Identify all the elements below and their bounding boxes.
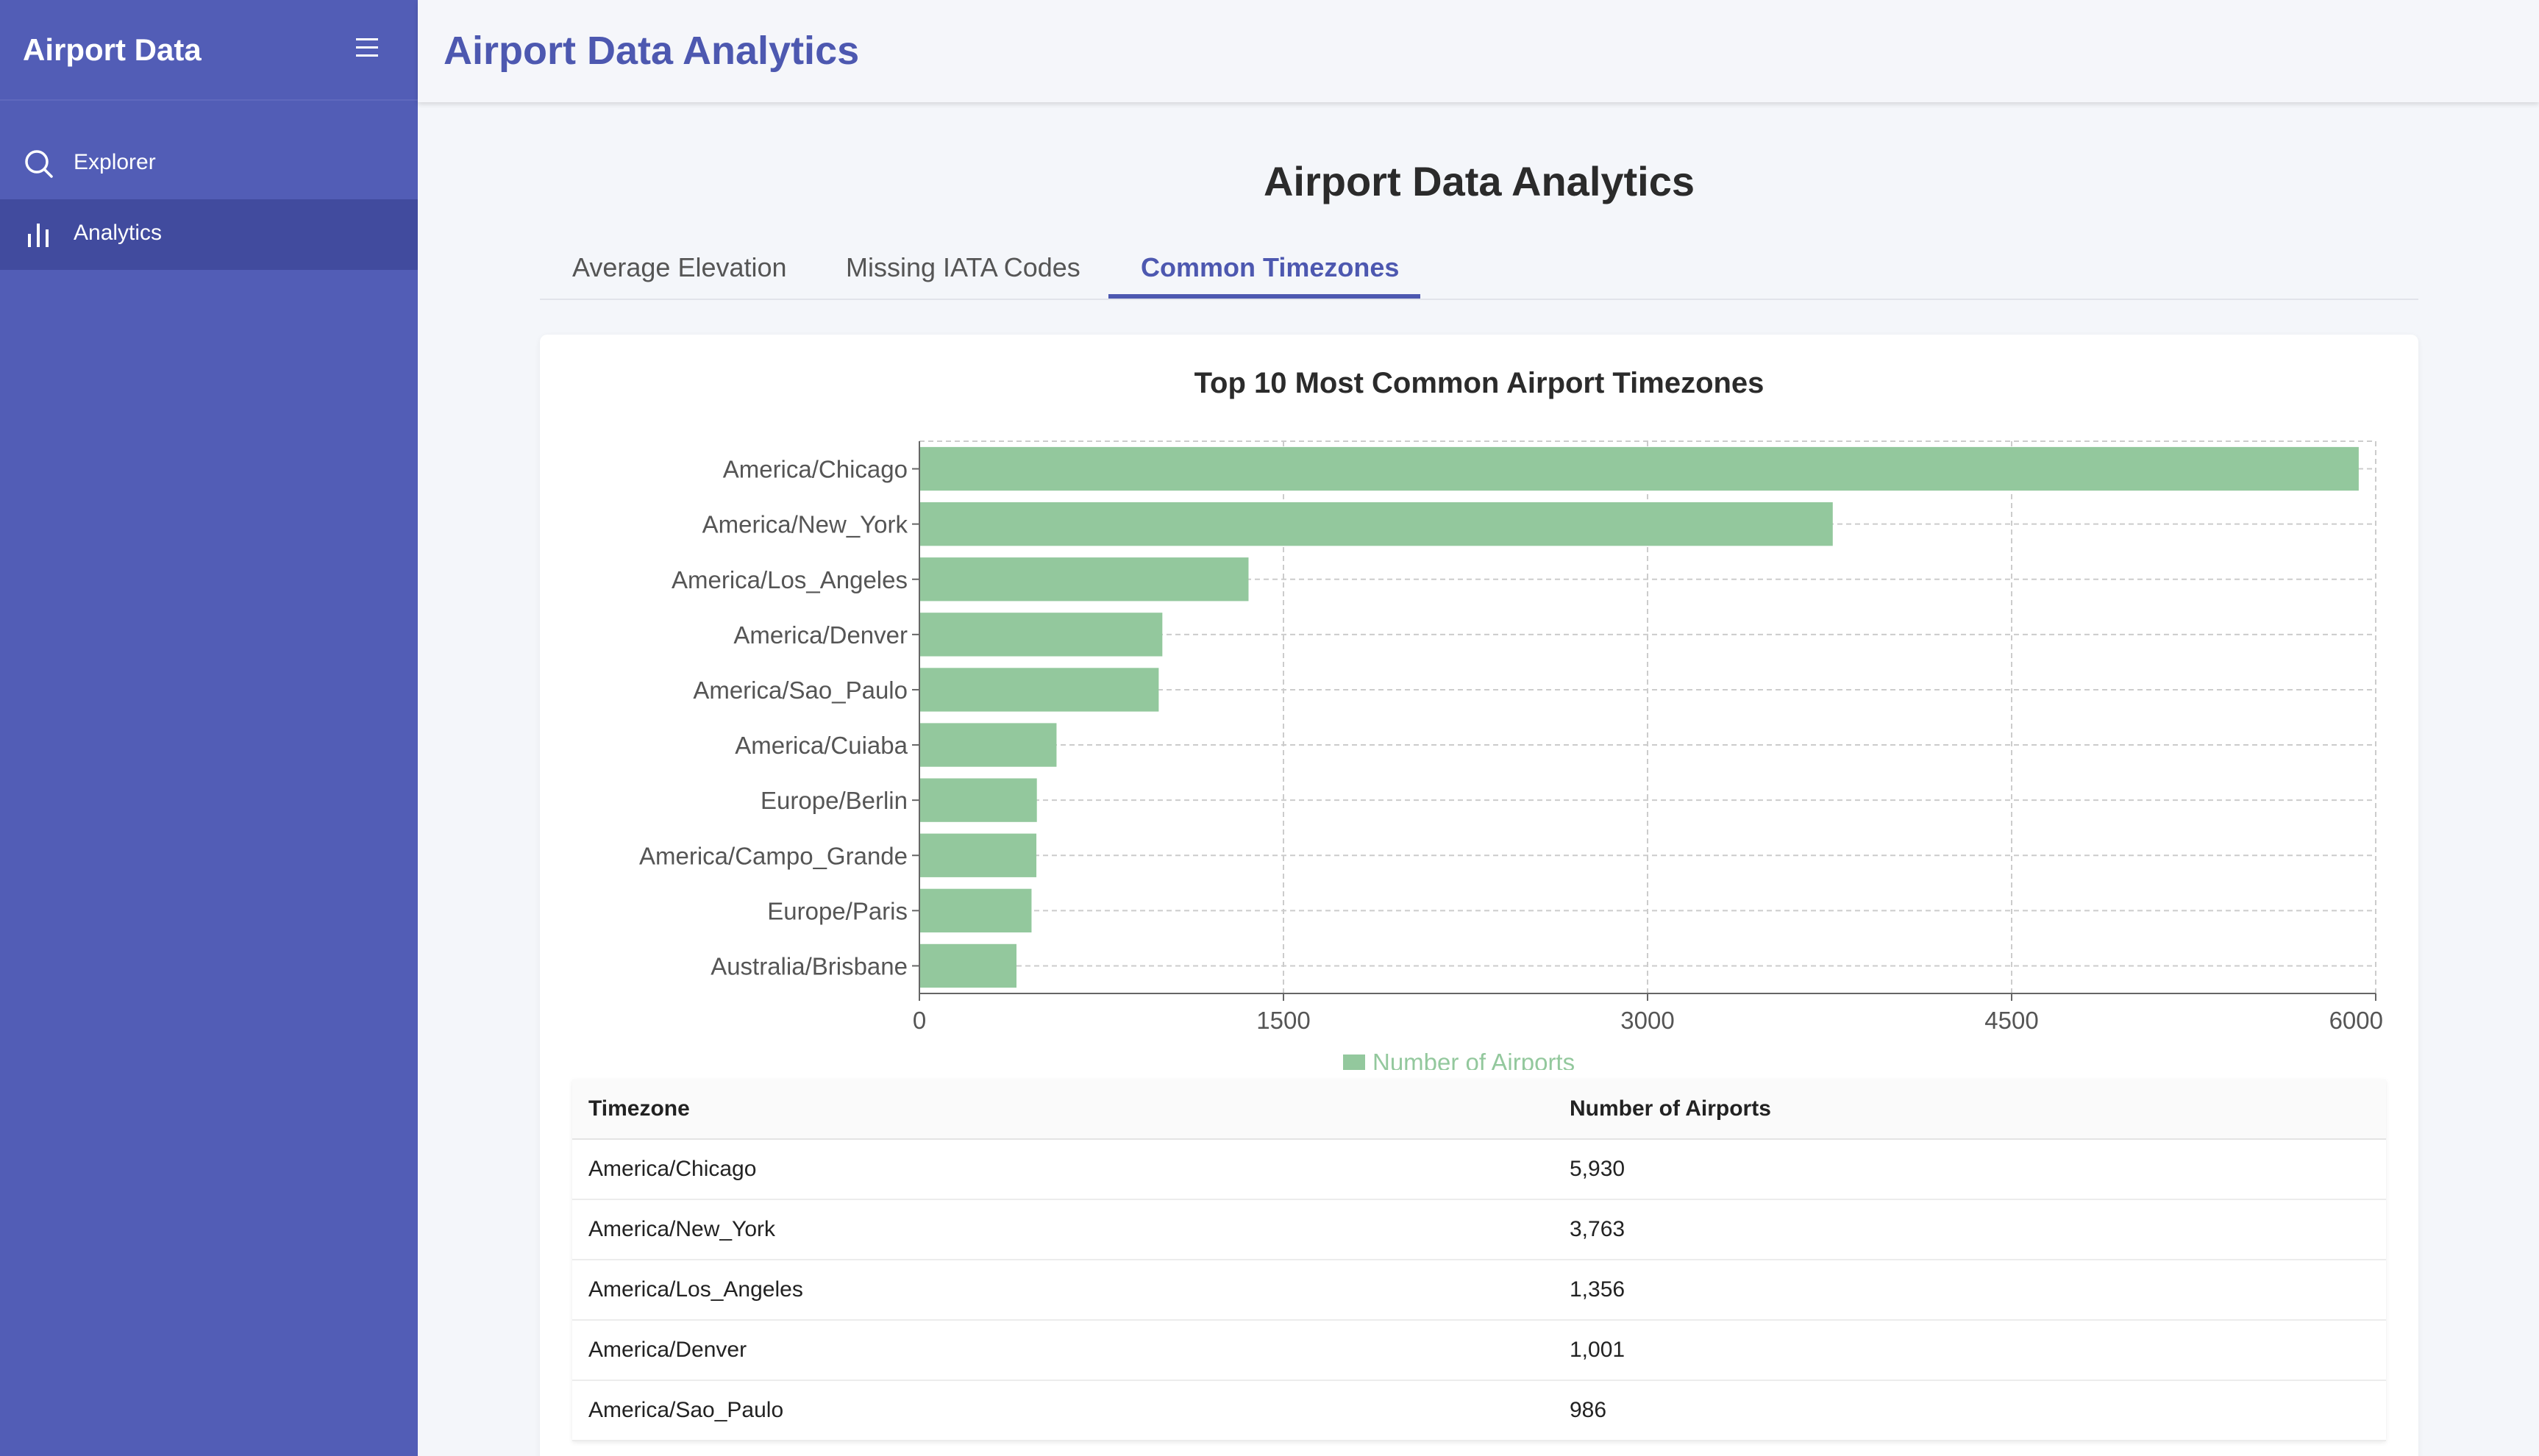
legend-label: Number of Airports <box>1372 1049 1575 1070</box>
y-tick-label: America/Los_Angeles <box>672 566 908 593</box>
table-row: America/Sao_Paulo 986 <box>572 1380 2386 1441</box>
x-tick-label: 4500 <box>1984 1007 2038 1034</box>
x-tick-label: 0 <box>913 1007 926 1034</box>
brand-title: Airport Data <box>23 32 202 67</box>
y-tick-label: Europe/Paris <box>767 897 908 924</box>
search-icon <box>25 150 53 178</box>
table-cell-count: 5,930 <box>1553 1139 2386 1200</box>
y-tick-label: America/Denver <box>733 621 908 649</box>
x-tick-label: 1500 <box>1256 1007 1310 1034</box>
table-row: America/Los_Angeles 1,356 <box>572 1260 2386 1321</box>
chart-bar <box>920 778 1037 822</box>
table-cell-count: 1,001 <box>1553 1320 2386 1381</box>
sidebar-item-label: Explorer <box>74 150 156 174</box>
chart-bar <box>920 557 1249 602</box>
sidebar-item-label: Analytics <box>74 221 163 245</box>
chart-bar <box>920 943 1016 988</box>
table-header-row: Timezone Number of Airports <box>572 1079 2386 1140</box>
table-row: America/Chicago 5,930 <box>572 1139 2386 1200</box>
y-tick-label: America/Cuiaba <box>735 732 908 759</box>
chart-bar <box>920 446 2359 491</box>
tab-average-elevation[interactable]: Average Elevation <box>572 252 787 282</box>
chart-bar <box>920 723 1057 767</box>
app-bar-title: Airport Data Analytics <box>444 29 860 73</box>
top-app-bar: Airport Data Analytics <box>418 0 2539 102</box>
tab-missing-iata-codes[interactable]: Missing IATA Codes <box>846 252 1080 282</box>
tab-common-timezones[interactable]: Common Timezones <box>1141 252 1400 282</box>
table-cell-count: 1,356 <box>1553 1260 2386 1321</box>
x-tick-label: 6000 <box>2329 1007 2383 1034</box>
table-cell-count: 3,763 <box>1553 1199 2386 1260</box>
y-tick-label: America/Sao_Paulo <box>693 677 908 704</box>
y-tick-label: Australia/Brisbane <box>711 952 908 979</box>
table-cell-count: 986 <box>1553 1380 2386 1441</box>
menu-icon <box>356 38 378 57</box>
table-header-count: Number of Airports <box>1553 1079 2386 1140</box>
analytics-tabs: Average Elevation Missing IATA Codes Com… <box>540 241 2418 300</box>
page-title: Airport Data Analytics <box>1263 158 1695 204</box>
chart-bar <box>920 668 1159 712</box>
chart-bar <box>920 888 1032 933</box>
y-tick-label: America/Chicago <box>723 456 908 483</box>
bar-chart-icon <box>28 224 49 247</box>
sidebar-header: Airport Data <box>0 0 418 101</box>
chart-title: Top 10 Most Common Airport Timezones <box>1194 367 1765 399</box>
y-tick-label: America/New_York <box>702 511 908 538</box>
timezone-bar-chart: America/Chicago America/New_York America/L… <box>639 440 2383 1070</box>
chart-card: Top 10 Most Common Airport Timezones Ame… <box>540 335 2418 1456</box>
table-cell-timezone: America/Sao_Paulo <box>572 1380 1553 1441</box>
sidebar: Airport Data Explorer Analyt <box>0 0 418 1456</box>
chart-bar <box>920 613 1163 657</box>
chart-bar <box>920 833 1037 877</box>
table-row: America/Denver 1,001 <box>572 1320 2386 1381</box>
table-cell-timezone: America/Los_Angeles <box>572 1260 1553 1321</box>
table-row: America/New_York 3,763 <box>572 1199 2386 1260</box>
sidebar-item-analytics[interactable]: Analytics <box>0 199 418 270</box>
table-cell-timezone: America/Denver <box>572 1320 1553 1381</box>
chart-bar <box>920 502 1833 546</box>
table-header-timezone: Timezone <box>572 1079 1553 1140</box>
active-tab-indicator <box>1108 294 1420 299</box>
y-tick-label: Europe/Berlin <box>761 787 908 814</box>
x-tick-label: 3000 <box>1620 1007 1674 1034</box>
table-cell-timezone: America/Chicago <box>572 1139 1553 1200</box>
legend-swatch <box>1343 1054 1365 1070</box>
table-cell-timezone: America/New_York <box>572 1199 1553 1260</box>
sidebar-item-explorer[interactable]: Explorer <box>0 129 418 199</box>
timezone-table: Timezone Number of Airports America/Chic… <box>572 1079 2386 1441</box>
y-tick-label: America/Campo_Grande <box>639 842 908 869</box>
menu-toggle-button[interactable] <box>353 32 385 64</box>
